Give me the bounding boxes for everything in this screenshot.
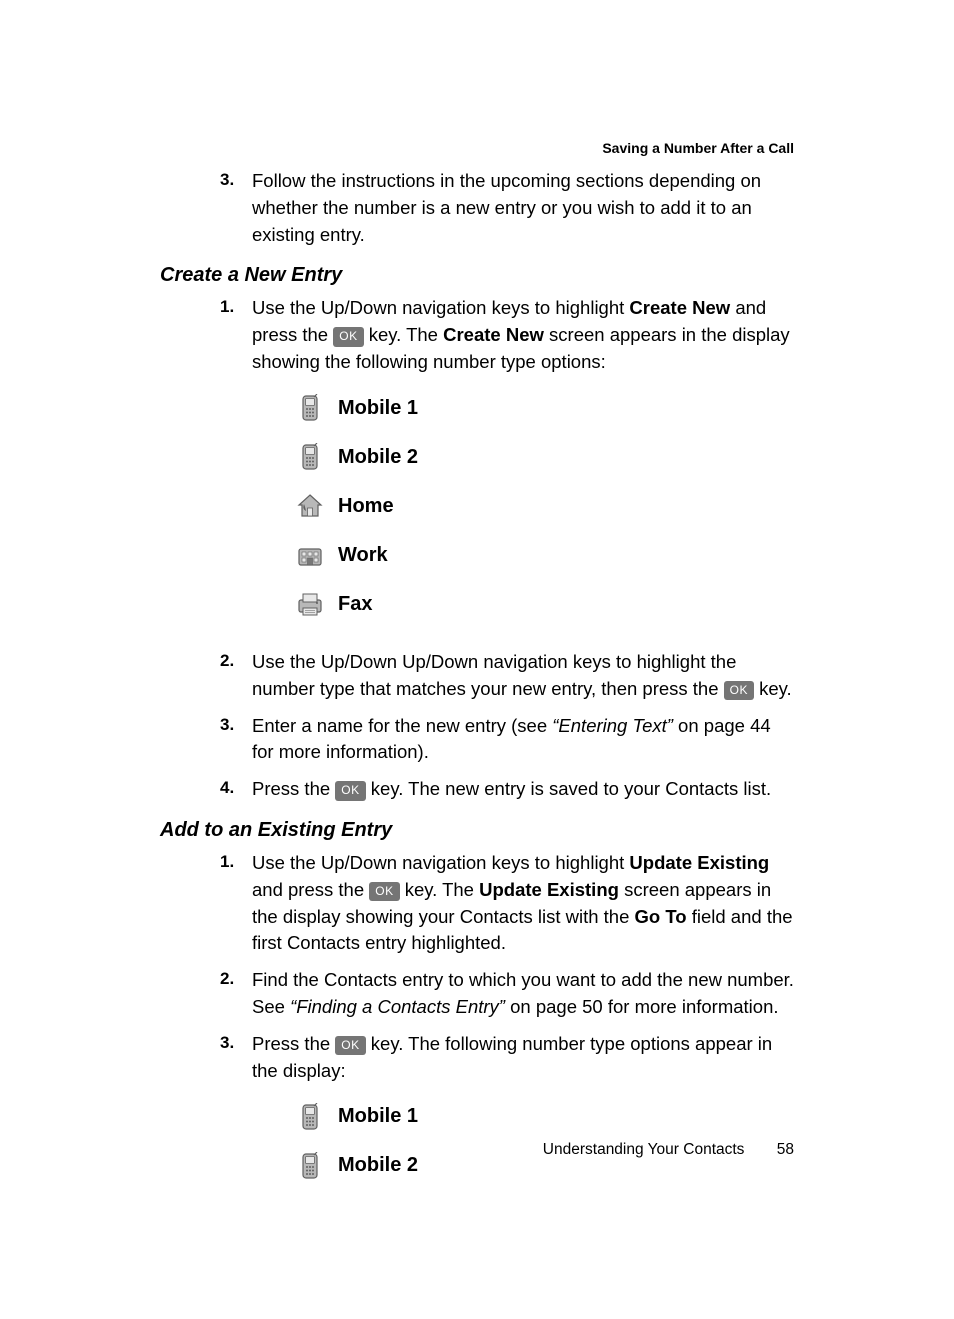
ok-key-icon: OK [335,1036,365,1055]
step-item: 3. Enter a name for the new entry (see “… [220,713,794,767]
step-item: 1. Use the Up/Down navigation keys to hi… [220,295,794,638]
step-text: Press the OK key. The new entry is saved… [252,776,794,803]
ok-key-icon: OK [724,681,754,700]
list-item: Work [296,541,794,570]
step-number: 3. [220,1031,252,1201]
mobile-icon [296,394,324,422]
ok-key-icon: OK [335,781,365,800]
type-label: Fax [338,590,372,619]
mobile-icon [296,443,324,471]
step-item: 4. Press the OK key. The new entry is sa… [220,776,794,803]
type-label: Mobile 2 [338,443,418,472]
step-number: 3. [220,168,252,248]
step-number: 2. [220,967,252,1021]
list-item: Fax [296,590,794,619]
step-item: 1. Use the Up/Down navigation keys to hi… [220,850,794,957]
step-text: Enter a name for the new entry (see “Ent… [252,713,794,767]
cross-reference: “Entering Text” [552,715,673,736]
cross-reference: “Finding a Contacts Entry” [290,996,505,1017]
step-text: Use the Up/Down navigation keys to highl… [252,295,794,638]
type-label: Mobile 1 [338,1102,418,1131]
manual-page: Saving a Number After a Call 3. Follow t… [0,0,954,1319]
section1-steps: 1. Use the Up/Down navigation keys to hi… [160,295,794,803]
mobile-icon [296,1152,324,1180]
step-item: 2. Use the Up/Down Up/Down navigation ke… [220,649,794,703]
list-item: Mobile 1 [296,394,794,423]
type-label: Work [338,541,388,570]
step-item: 3. Press the OK key. The following numbe… [220,1031,794,1201]
heading-create-new-entry: Create a New Entry [160,264,794,287]
step-text: Follow the instructions in the upcoming … [252,168,794,248]
heading-add-existing-entry: Add to an Existing Entry [160,819,794,842]
step-number: 1. [220,850,252,957]
step-number: 3. [220,713,252,767]
footer-chapter: Understanding Your Contacts [543,1141,745,1158]
list-item: Home [296,492,794,521]
step-text: Press the OK key. The following number t… [252,1031,794,1201]
step-number: 4. [220,776,252,803]
type-label: Home [338,492,394,521]
type-label: Mobile 1 [338,394,418,423]
ok-key-icon: OK [333,327,363,346]
step-number: 1. [220,295,252,638]
step-item: 2. Find the Contacts entry to which you … [220,967,794,1021]
step-text: Use the Up/Down navigation keys to highl… [252,850,794,957]
list-item: Mobile 1 [296,1102,794,1131]
intro-steps: 3. Follow the instructions in the upcomi… [160,168,794,248]
footer-page-number: 58 [777,1141,794,1158]
section-header: Saving a Number After a Call [160,140,794,156]
ok-key-icon: OK [369,882,399,901]
type-label: Mobile 2 [338,1151,418,1180]
step-item: 3. Follow the instructions in the upcomi… [220,168,794,248]
mobile-icon [296,1103,324,1131]
list-item: Mobile 2 [296,443,794,472]
step-text: Use the Up/Down Up/Down navigation keys … [252,649,794,703]
home-icon [296,492,324,520]
fax-icon [296,590,324,618]
number-type-list-1: Mobile 1 Mobile 2 Home Work [296,394,794,619]
step-text: Find the Contacts entry to which you wan… [252,967,794,1021]
step-number: 2. [220,649,252,703]
page-footer: Understanding Your Contacts 58 [543,1141,794,1159]
work-icon [296,541,324,569]
